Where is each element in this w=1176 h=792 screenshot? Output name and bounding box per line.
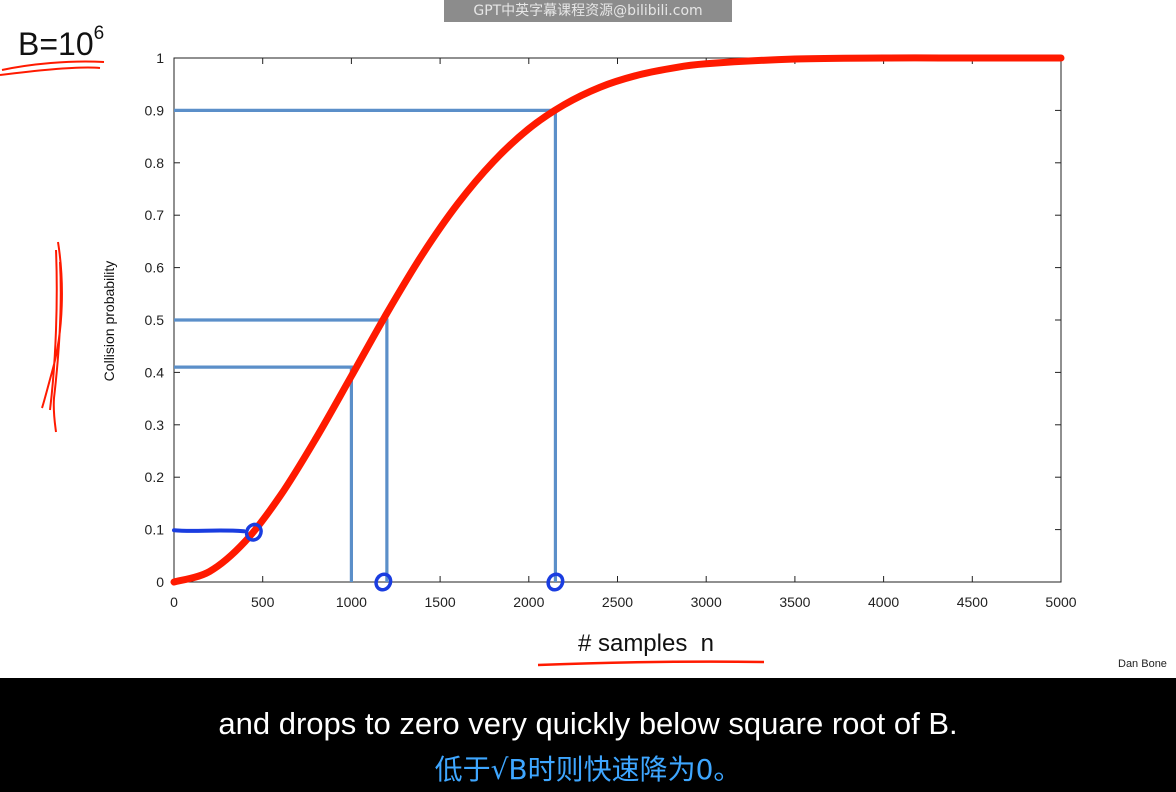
caption-bar	[0, 678, 1176, 792]
axis-ticks: 0 500 1000 1500 2000 2500 3000 3500 4000 4500 5000…	[145, 50, 1077, 610]
x-tick-label: 4500	[957, 594, 988, 610]
y-axis-label: Collision probability	[101, 261, 117, 382]
x-tick-label: 1500	[425, 594, 456, 610]
guide-line	[174, 365, 353, 582]
y-tick-label: 0	[156, 574, 164, 590]
x-tick-label: 2000	[513, 594, 544, 610]
y-tick-label: 0.1	[145, 522, 165, 538]
x-tick-label: 2500	[602, 594, 633, 610]
highlight-marker	[244, 522, 263, 542]
x-tick-label: 500	[251, 594, 275, 610]
caption-english: and drops to zero very quickly below squ…	[218, 706, 958, 741]
credit-label: Dan Bone	[1118, 658, 1167, 670]
collision-chart: 0 500 1000 1500 2000 2500 3000 3500 4000 4500 5000…	[0, 50, 1077, 667]
highlight-marker	[546, 572, 565, 592]
y-tick-label: 0.7	[145, 207, 165, 223]
collision-curve	[170, 54, 1065, 586]
y-tick-label: 0.4	[145, 364, 165, 380]
y-tick-label: 0.3	[145, 417, 165, 433]
y-tick-label: 0.6	[145, 260, 165, 276]
x-tick-label: 4000	[868, 594, 899, 610]
slide: GPT中英字幕课程资源@bilibili.com B=106 Dan Bone …	[0, 0, 1167, 670]
y-tick-label: 0.8	[145, 155, 165, 171]
y-tick-label: 1	[156, 50, 164, 66]
y-tick-label: 0.5	[145, 312, 165, 328]
guide-line	[174, 318, 389, 582]
probability-marker-line	[172, 528, 246, 534]
b-annotation: B=106	[18, 23, 105, 63]
y-tick-label: 0.9	[145, 102, 165, 118]
b-annotation-exponent: 6	[93, 23, 105, 45]
b-annotation-base: B=10	[18, 26, 94, 62]
b-underline-mark	[0, 60, 105, 76]
caption-chinese: 低于√B时则快速降为0。	[434, 753, 742, 786]
x-tick-label: 3500	[779, 594, 810, 610]
xlabel-underline-mark	[537, 660, 765, 667]
x-tick-label: 0	[170, 594, 178, 610]
x-tick-label: 3000	[691, 594, 722, 610]
watermark: GPT中英字幕课程资源@bilibili.com	[444, 0, 732, 22]
left-bracket-mark	[41, 241, 63, 433]
series-group	[170, 54, 1065, 586]
x-axis-label: # samples n	[578, 630, 714, 657]
highlight-marker	[374, 572, 393, 592]
x-tick-label: 5000	[1045, 594, 1076, 610]
x-tick-label: 1000	[336, 594, 367, 610]
highlight-markers	[172, 522, 565, 592]
y-tick-label: 0.2	[145, 469, 165, 485]
